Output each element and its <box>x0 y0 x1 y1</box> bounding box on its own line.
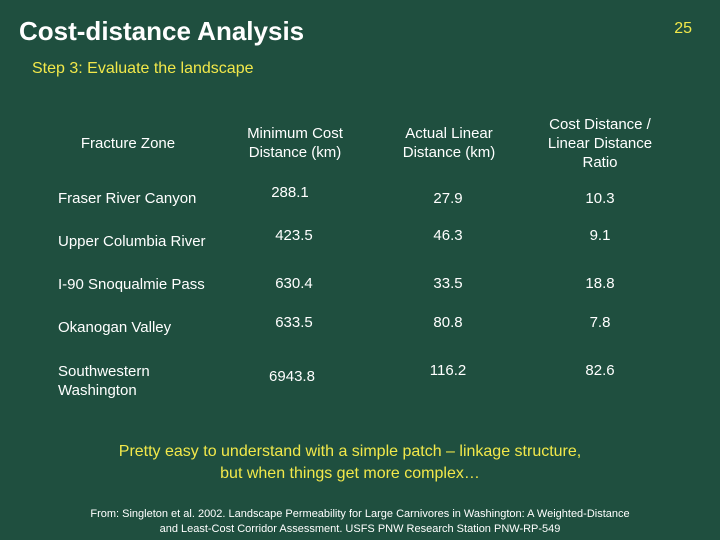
slide-number: 25 <box>674 20 692 37</box>
citation-line-1: From: Singleton et al. 2002. Landscape P… <box>90 508 630 520</box>
citation-line-2: and Least-Cost Corridor Assessment. USFS… <box>159 523 561 535</box>
row-min-cost: 630.4 <box>275 275 313 292</box>
row-linear: 46.3 <box>433 227 463 244</box>
header-linear-distance: Actual Linear Distance (km) <box>402 125 496 161</box>
row-ratio: 82.6 <box>585 362 615 379</box>
header-ratio: Cost Distance / Linear Distance Ratio <box>547 116 653 171</box>
row-ratio: 7.8 <box>589 314 611 331</box>
summary-line-1: Pretty easy to understand with a simple … <box>118 443 582 460</box>
header-fracture-zone: Fracture Zone <box>80 135 176 152</box>
row-ratio: 9.1 <box>589 227 611 244</box>
slide-subtitle: Step 3: Evaluate the landscape <box>32 60 254 77</box>
row-zone: Fraser River Canyon <box>58 190 197 207</box>
header-min-cost-distance: Minimum Cost Distance (km) <box>247 125 343 161</box>
row-zone: Okanogan Valley <box>58 319 172 336</box>
row-zone: I-90 Snoqualmie Pass <box>58 276 205 293</box>
row-linear: 80.8 <box>433 314 463 331</box>
slide-title: Cost-distance Analysis <box>19 16 305 46</box>
row-min-cost: 633.5 <box>275 314 313 331</box>
row-min-cost: 288.1 <box>271 184 309 201</box>
citation: From: Singleton et al. 2002. Landscape P… <box>40 507 680 537</box>
row-linear: 33.5 <box>433 275 463 292</box>
row-linear: 116.2 <box>429 362 467 379</box>
row-ratio: 10.3 <box>585 190 615 207</box>
row-linear: 27.9 <box>433 190 463 207</box>
row-min-cost: 423.5 <box>275 227 313 244</box>
row-min-cost: 6943.8 <box>269 368 315 385</box>
row-zone: Southwestern Washington <box>58 363 150 399</box>
summary-note: Pretty easy to understand with a simple … <box>70 441 630 485</box>
row-zone: Upper Columbia River <box>58 233 206 250</box>
row-ratio: 18.8 <box>585 275 615 292</box>
summary-line-2: but when things get more complex… <box>220 465 480 482</box>
